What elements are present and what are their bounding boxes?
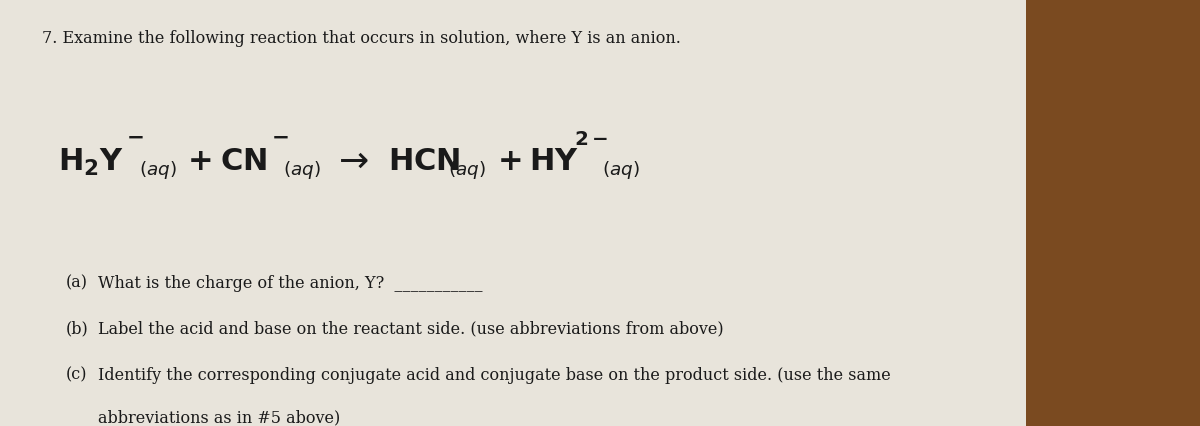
Text: $\mathit{(aq)}$: $\mathit{(aq)}$ — [602, 158, 640, 181]
Text: abbreviations as in #5 above): abbreviations as in #5 above) — [98, 409, 341, 426]
Text: $\mathbf{+}$: $\mathbf{+}$ — [497, 147, 521, 177]
Text: $\mathit{(aq)}$: $\mathit{(aq)}$ — [283, 158, 320, 181]
Text: $\mathit{(aq)}$: $\mathit{(aq)}$ — [139, 158, 176, 181]
Text: $\mathbf{+}$: $\mathbf{+}$ — [187, 147, 211, 177]
Text: $\mathbf{H_2Y}$: $\mathbf{H_2Y}$ — [58, 147, 124, 178]
Text: $\rightarrow$: $\rightarrow$ — [331, 144, 368, 177]
Text: $\mathit{(aq)}$: $\mathit{(aq)}$ — [448, 158, 485, 181]
Text: $\mathbf{CN}$: $\mathbf{CN}$ — [220, 147, 266, 177]
Text: $\mathbf{2-}$: $\mathbf{2-}$ — [574, 129, 608, 149]
Text: $\mathbf{-}$: $\mathbf{-}$ — [126, 127, 144, 147]
Text: What is the charge of the anion, Y?  ___________: What is the charge of the anion, Y? ____… — [98, 275, 482, 292]
Text: (a): (a) — [66, 275, 88, 292]
Text: (c): (c) — [66, 367, 88, 384]
Text: (b): (b) — [66, 321, 89, 338]
Text: $\mathbf{HY}$: $\mathbf{HY}$ — [529, 147, 580, 177]
Text: Identify the corresponding conjugate acid and conjugate base on the product side: Identify the corresponding conjugate aci… — [98, 367, 892, 384]
Text: Label the acid and base on the reactant side. (use abbreviations from above): Label the acid and base on the reactant … — [98, 321, 724, 338]
Text: $\mathbf{HCN}$: $\mathbf{HCN}$ — [388, 147, 460, 177]
Text: $\mathbf{-}$: $\mathbf{-}$ — [271, 127, 289, 147]
Text: 7. Examine the following reaction that occurs in solution, where Y is an anion.: 7. Examine the following reaction that o… — [42, 30, 680, 47]
